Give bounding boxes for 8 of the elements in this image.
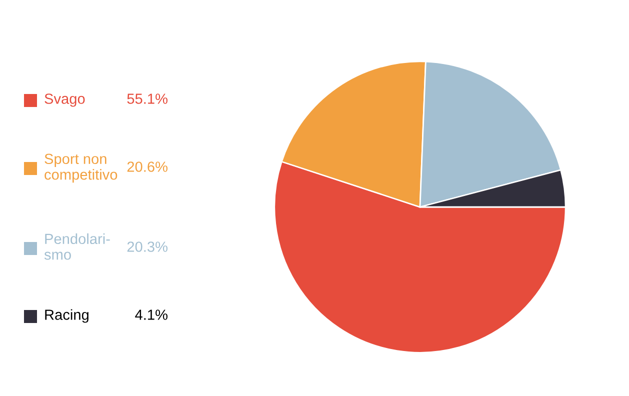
legend-label: Pendolari- smo xyxy=(44,233,110,260)
data-label: 4.1% xyxy=(135,310,168,320)
legend-label: Racing xyxy=(45,309,88,323)
data-label: 20.6% xyxy=(127,162,168,172)
data-label: 55.1% xyxy=(127,94,168,104)
data-label: 20.3% xyxy=(127,242,168,252)
legend-label: Sport non competitivo xyxy=(44,154,118,183)
legend-label: Svago xyxy=(44,94,85,107)
